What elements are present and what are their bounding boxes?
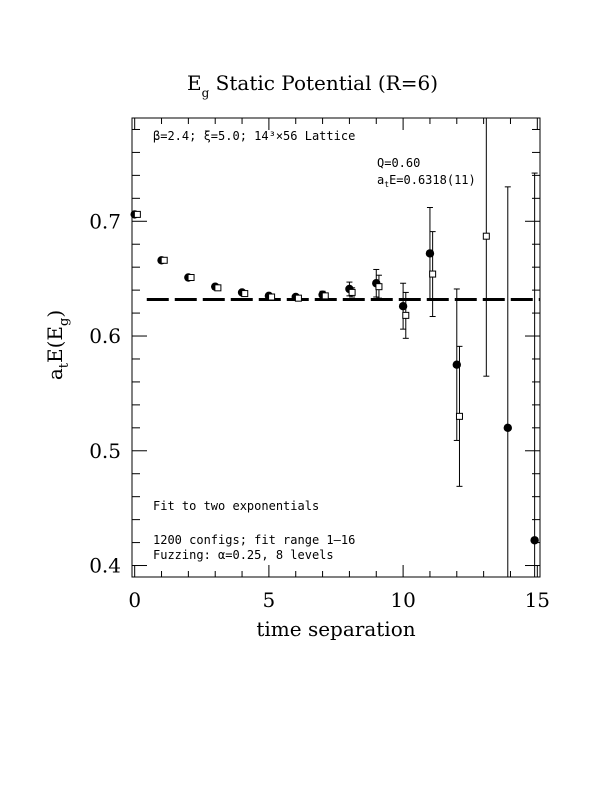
x-tick-label: 10 — [390, 588, 415, 612]
data-point-square — [455, 412, 463, 420]
data-point-square — [214, 284, 222, 292]
y-tick-labels: 0.4 0.5 0.6 0.7 — [89, 209, 121, 577]
q-annotation: Q=0.60 — [377, 156, 420, 170]
x-tick-label: 0 — [128, 588, 141, 612]
x-axis-title: time separation — [256, 617, 415, 641]
data-point-square — [482, 232, 490, 240]
x-tick-labels: 0 5 10 15 — [128, 588, 550, 612]
data-point-circle — [503, 423, 512, 433]
data-point-square — [348, 288, 356, 296]
lattice-annotation: β=2.4; ξ=5.0; 14³×56 Lattice — [153, 129, 355, 143]
fuzzing-annotation: Fuzzing: α=0.25, 8 levels — [153, 548, 334, 562]
y-tick-label: 0.7 — [89, 209, 121, 233]
data-point-square — [268, 293, 276, 301]
chart-title: Eg Static Potential (R=6) — [187, 71, 438, 100]
configs-annotation: 1200 configs; fit range 1–16 — [153, 533, 355, 547]
data-point-square — [241, 290, 249, 298]
data-point-square — [402, 311, 410, 319]
x-tick-label: 15 — [525, 588, 550, 612]
data-point-square — [294, 294, 302, 302]
data-point-circle — [530, 536, 539, 545]
axis-ticks — [132, 118, 540, 577]
x-tick-label: 5 — [263, 588, 276, 612]
data-point-square — [321, 292, 329, 300]
y-axis-title: atE(Eg) — [43, 310, 72, 380]
ate-annotation: atE=0.6318(11) — [377, 173, 476, 189]
y-tick-label: 0.4 — [89, 554, 121, 578]
y-tick-label: 0.6 — [89, 324, 121, 348]
data-point-square — [187, 274, 195, 282]
data-point-square — [375, 283, 383, 291]
data-point-circle — [398, 301, 408, 311]
data-point-square — [160, 256, 168, 264]
series-filled-circles — [130, 172, 539, 578]
data-point-circle — [425, 249, 435, 258]
data-point-circle — [452, 360, 461, 369]
y-tick-label: 0.5 — [89, 439, 121, 463]
plot-frame — [131, 117, 541, 578]
fit-type-annotation: Fit to two exponentials — [153, 499, 319, 513]
series-open-squares — [133, 117, 490, 487]
data-point-square — [429, 270, 437, 278]
data-point-square — [133, 210, 141, 218]
